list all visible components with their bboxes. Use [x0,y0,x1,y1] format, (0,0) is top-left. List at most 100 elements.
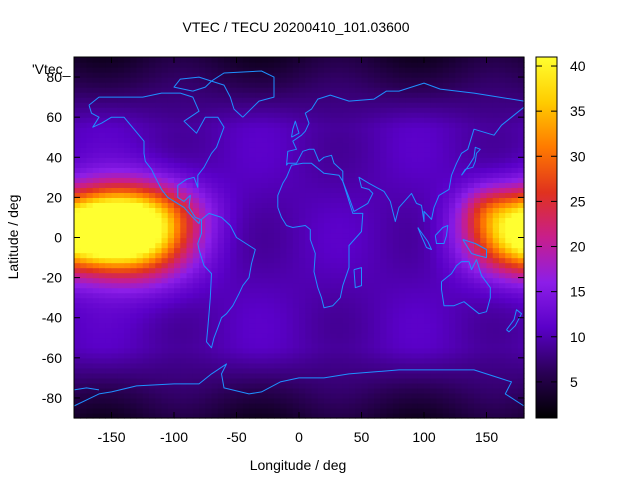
heatmap-cell [499,82,506,88]
heatmap-cell [305,392,313,399]
heatmap-cell [449,197,456,203]
heatmap-cell [442,122,450,128]
heatmap-cell [192,77,200,83]
heatmap-cell [92,282,100,289]
heatmap-cell [499,167,506,173]
heatmap-cell [405,312,413,319]
heatmap-cell [224,297,231,304]
heatmap-cell [286,227,294,234]
heatmap-cell [205,152,213,158]
heatmap-cell [336,147,344,153]
heatmap-cell [430,312,438,319]
heatmap-cell [474,312,481,319]
heatmap-cell [99,77,106,83]
heatmap-cell [105,312,113,319]
heatmap-cell [105,207,113,214]
heatmap-cell [480,262,488,269]
heatmap-cell [242,342,250,349]
heatmap-cell [511,397,519,404]
heatmap-cell [474,382,481,389]
heatmap-cell [499,257,506,264]
heatmap-cell [255,402,263,409]
heatmap-cell [211,152,219,158]
heatmap-cell [349,297,356,304]
heatmap-cell [311,277,319,284]
heatmap-cell [142,212,150,219]
heatmap-cell [324,132,331,138]
heatmap-cell [142,107,150,113]
heatmap-cell [461,97,469,103]
heatmap-cell [199,362,206,369]
heatmap-cell [355,182,363,188]
heatmap-cell [111,327,119,334]
heatmap-cell [474,257,481,264]
heatmap-cell [236,252,244,259]
heatmap-cell [499,387,506,394]
heatmap-cell [155,67,163,73]
heatmap-cell [430,197,438,203]
heatmap-cell [305,382,313,389]
heatmap-cell [142,282,150,289]
heatmap-cell [242,177,250,183]
heatmap-cell [261,337,269,344]
heatmap-cell [305,137,313,143]
heatmap-cell [486,212,494,219]
heatmap-cell [467,342,475,349]
heatmap-cell [499,247,506,254]
heatmap-cell [149,327,156,334]
heatmap-cell [205,272,213,279]
heatmap-cell [161,252,169,259]
heatmap-cell [467,267,475,274]
heatmap-cell [86,192,94,198]
heatmap-cell [217,77,225,83]
heatmap-cell [286,412,294,419]
heatmap-cell [130,157,138,163]
heatmap-cell [449,132,456,138]
heatmap-cell [361,387,369,394]
heatmap-cell [117,337,125,344]
heatmap-cell [180,77,188,83]
heatmap-cell [311,307,319,314]
heatmap-cell [442,352,450,359]
heatmap-cell [305,262,313,269]
heatmap-cell [142,222,150,229]
heatmap-cell [424,217,431,224]
heatmap-cell [392,202,400,209]
heatmap-cell [467,382,475,389]
heatmap-cell [324,217,331,224]
heatmap-cell [186,362,194,369]
heatmap-cell [380,212,388,219]
heatmap-cell [280,222,288,229]
heatmap-cell [324,157,331,163]
heatmap-cell [342,317,350,324]
heatmap-cell [92,192,100,198]
heatmap-cell [492,362,500,369]
heatmap-cell [386,262,394,269]
heatmap-cell [499,272,506,279]
heatmap-cell [461,242,469,249]
heatmap-cell [430,182,438,188]
heatmap-cell [230,102,238,108]
heatmap-cell [455,132,463,138]
heatmap-cell [436,177,444,183]
heatmap-cell [311,412,319,419]
heatmap-cell [436,147,444,153]
heatmap-cell [342,357,350,364]
heatmap-cell [374,87,381,93]
heatmap-cell [117,177,125,183]
heatmap-cell [261,87,269,93]
heatmap-cell [411,412,419,419]
heatmap-cell [211,322,219,329]
heatmap-cell [86,307,94,314]
heatmap-cell [142,187,150,193]
heatmap-cell [392,407,400,414]
heatmap-cell [242,267,250,274]
heatmap-cell [142,252,150,259]
heatmap-cell [455,217,463,224]
heatmap-cell [111,267,119,274]
heatmap-cell [74,382,81,389]
heatmap-cell [274,107,281,113]
heatmap-cell [342,87,350,93]
heatmap-cell [117,297,125,304]
heatmap-cell [349,242,356,249]
